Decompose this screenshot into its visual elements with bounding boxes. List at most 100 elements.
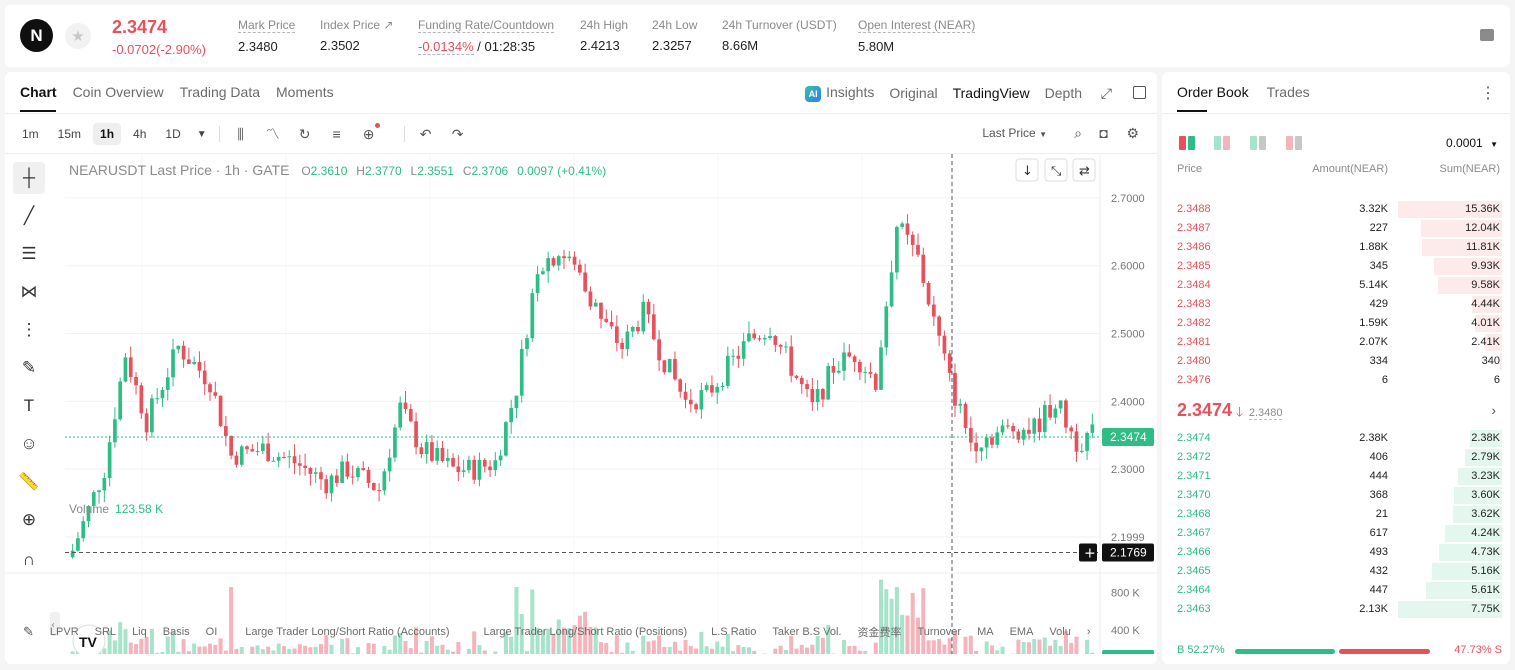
tab-chart[interactable]: Chart xyxy=(20,84,57,100)
ask-row[interactable]: 2.3488 3.32K 15.36K xyxy=(1162,200,1510,219)
row-sum: 4.73K xyxy=(1471,546,1500,558)
ask-row[interactable]: 2.3480 334 340 xyxy=(1162,352,1510,371)
view-both-icon[interactable] xyxy=(1179,136,1195,150)
ask-row[interactable]: 2.3485 345 9.93K xyxy=(1162,257,1510,276)
tab-trades[interactable]: Trades xyxy=(1266,84,1310,100)
indicator-taker-vol[interactable]: Taker B.S Vol. xyxy=(772,626,842,638)
bid-row[interactable]: 2.3474 2.38K 2.38K xyxy=(1162,429,1510,448)
bid-row[interactable]: 2.3470 368 3.60K xyxy=(1162,486,1510,505)
undo-icon[interactable]: ↶ xyxy=(419,125,432,142)
tab-moments[interactable]: Moments xyxy=(276,84,334,100)
row-sum: 2.41K xyxy=(1471,336,1500,348)
bid-row[interactable]: 2.3472 406 2.79K xyxy=(1162,448,1510,467)
bid-row[interactable]: 2.3466 493 4.73K xyxy=(1162,543,1510,562)
view-asks-icon[interactable] xyxy=(1286,136,1302,150)
indicator-ema[interactable]: EMA xyxy=(1009,626,1034,638)
fullscreen-icon[interactable]: ⤢ xyxy=(1100,85,1112,101)
timeframe-dropdown-icon[interactable]: ▼ xyxy=(196,128,207,140)
candle xyxy=(990,437,994,445)
crosshair-icon[interactable]: ┼ xyxy=(13,162,45,194)
indicator-trader-ratio-positions[interactable]: Large Trader Long/Short Ratio (Positions… xyxy=(483,626,688,638)
indicator-volume[interactable]: Volu xyxy=(1049,626,1071,638)
text-icon[interactable]: T xyxy=(23,396,35,415)
gear-icon[interactable]: ⚙ xyxy=(1126,125,1139,141)
notes-icon[interactable] xyxy=(1480,29,1494,41)
timeframe-1m[interactable]: 1m xyxy=(22,127,39,141)
ask-row[interactable]: 2.3484 5.14K 9.58K xyxy=(1162,276,1510,295)
ruler-icon[interactable]: 📏 xyxy=(18,472,40,491)
view-bids-icon[interactable] xyxy=(1250,136,1266,150)
add-indicator-icon[interactable]: ⊕ xyxy=(360,122,380,143)
zoom-in-icon[interactable]: ⊕ xyxy=(21,510,37,529)
ask-row[interactable]: 2.3482 1.59K 4.01K xyxy=(1162,314,1510,333)
timeframe-15m[interactable]: 15m xyxy=(57,127,82,141)
camera-icon[interactable]: ◘ xyxy=(1099,125,1108,141)
tab-coin-overview[interactable]: Coin Overview xyxy=(72,84,164,100)
insights-button[interactable]: AI Insights xyxy=(805,84,874,102)
indicator-trader-ratio-accounts[interactable]: Large Trader Long/Short Ratio (Accounts) xyxy=(245,626,450,638)
tab-trading-data[interactable]: Trading Data xyxy=(179,84,261,100)
horizontal-lines-icon[interactable]: ☰ xyxy=(21,244,37,263)
templates-icon[interactable]: ≡ xyxy=(332,126,341,142)
window-icon[interactable] xyxy=(1133,86,1146,99)
row-amount: 334 xyxy=(1369,355,1388,367)
bid-row[interactable]: 2.3467 617 4.24K xyxy=(1162,524,1510,543)
trendline-icon[interactable]: ╱ xyxy=(23,206,35,225)
price-source-select[interactable]: Last Price ▼ xyxy=(982,126,1047,140)
indicator-basis[interactable]: Basis xyxy=(162,626,190,638)
pattern-icon[interactable]: ⋈ xyxy=(20,282,38,301)
volume-bar xyxy=(715,641,720,654)
more-icon[interactable]: ⋮ xyxy=(1480,85,1496,102)
emoji-icon[interactable]: ☺ xyxy=(20,434,38,453)
view-bids-both-icon[interactable] xyxy=(1214,136,1230,150)
indicator-oi[interactable]: OI xyxy=(205,626,218,638)
fib-icon[interactable]: ⋮ xyxy=(20,320,38,339)
chevron-right-icon[interactable]: › xyxy=(1491,402,1496,418)
indicator-lpvr[interactable]: LPVR xyxy=(49,626,79,638)
volume-bar xyxy=(366,642,371,654)
view-depth[interactable]: Depth xyxy=(1044,85,1082,101)
tab-order-book[interactable]: Order Book xyxy=(1177,84,1249,100)
mid-mark-price: 2.3480 xyxy=(1248,407,1283,420)
brush-icon[interactable]: ✎ xyxy=(21,358,37,377)
pencil-icon[interactable]: ✎ xyxy=(23,624,34,639)
bid-row[interactable]: 2.3471 444 3.23K xyxy=(1162,467,1510,486)
indicator-liq[interactable]: Liq xyxy=(132,626,147,638)
ask-row[interactable]: 2.3481 2.07K 2.41K xyxy=(1162,333,1510,352)
stat-index-price[interactable]: Index Price ↗ 2.3502 xyxy=(320,18,393,53)
chevron-right-icon[interactable]: › xyxy=(1086,626,1091,638)
timeframe-4h[interactable]: 4h xyxy=(133,127,147,141)
indicator-funding-rate[interactable]: 资金费率 xyxy=(857,627,902,639)
ask-row[interactable]: 2.3487 227 12.04K xyxy=(1162,219,1510,238)
volume-bar xyxy=(905,615,910,654)
candle-type-icon[interactable]: ⫼ xyxy=(237,125,244,142)
search-icon[interactable]: ⌕ xyxy=(1074,125,1082,141)
replay-icon[interactable]: ↻ xyxy=(298,125,311,142)
volume-bar xyxy=(408,648,413,654)
magnet-icon[interactable]: ∩ xyxy=(22,550,36,569)
mid-price: 2.3474 🡓 2.3480 xyxy=(1177,400,1283,425)
bid-row[interactable]: 2.3463 2.13K 7.75K xyxy=(1162,600,1510,619)
view-original[interactable]: Original xyxy=(889,85,938,101)
indicator-ma[interactable]: MA xyxy=(977,626,994,638)
indicators-icon[interactable]: 〽 xyxy=(265,126,280,142)
volume-bar xyxy=(297,644,302,654)
candle xyxy=(70,550,75,558)
bid-row[interactable]: 2.3468 21 3.62K xyxy=(1162,505,1510,524)
redo-icon[interactable]: ↷ xyxy=(451,125,464,142)
price-chart[interactable]: 2.7000 2.6000 2.5000 2.4000 2.3000 2.1999 800 … xyxy=(5,154,1157,654)
precision-select[interactable]: 0.0001 ▼ xyxy=(1446,136,1498,150)
indicator-turnover[interactable]: Turnover xyxy=(917,626,962,638)
ask-row[interactable]: 2.3483 429 4.44K xyxy=(1162,295,1510,314)
indicator-srl[interactable]: SRL xyxy=(94,626,117,638)
ask-row[interactable]: 2.3476 6 6 xyxy=(1162,371,1510,390)
bid-row[interactable]: 2.3465 432 5.16K xyxy=(1162,562,1510,581)
indicator-ls-ratio[interactable]: L.S Ratio xyxy=(711,626,757,638)
bid-row[interactable]: 2.3464 447 5.61K xyxy=(1162,581,1510,600)
stat-mark-price: Mark Price 2.3480 xyxy=(238,18,296,54)
view-tradingview[interactable]: TradingView xyxy=(952,85,1030,101)
timeframe-1h[interactable]: 1h xyxy=(93,123,122,145)
timeframe-1d[interactable]: 1D xyxy=(165,127,181,141)
ask-row[interactable]: 2.3486 1.88K 11.81K xyxy=(1162,238,1510,257)
favorite-star-icon[interactable]: ★ xyxy=(65,23,91,49)
